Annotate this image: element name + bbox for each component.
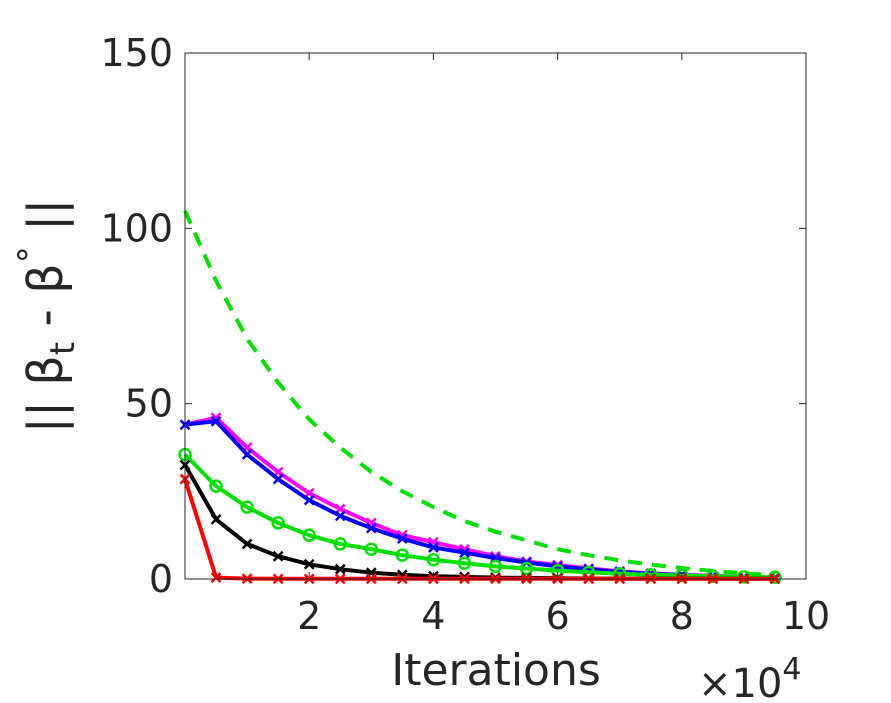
- data-point: [241, 449, 253, 460]
- data-point: [210, 415, 222, 427]
- x-exponent-power: 4: [782, 652, 801, 687]
- data-point: [209, 479, 223, 493]
- x-tick-label: 2: [297, 594, 321, 638]
- data-point: [459, 547, 470, 559]
- y-label-main: || β: [18, 355, 74, 433]
- data-point: [364, 542, 379, 556]
- data-point: [302, 528, 316, 542]
- data-point: [333, 537, 347, 551]
- data-point: [428, 542, 439, 553]
- y-axis-label: || βt - β° ||: [11, 199, 83, 434]
- data-point: [303, 494, 315, 506]
- x-exponent-base: ×10: [698, 661, 782, 703]
- data-point: [519, 561, 534, 576]
- data-point: [303, 558, 315, 570]
- y-tick-label: 50: [125, 382, 173, 426]
- data-point: [272, 473, 284, 485]
- data-point: [241, 538, 253, 550]
- y-label-tail: - β: [18, 263, 74, 341]
- data-point: [334, 563, 346, 575]
- y-tick-label: 150: [100, 31, 173, 75]
- y-label-end: ||: [18, 199, 74, 247]
- data-point: [334, 510, 346, 522]
- x-tick-label: 4: [421, 594, 445, 638]
- data-point: [675, 568, 689, 583]
- data-point: [271, 516, 285, 530]
- plot-area-frame: [184, 52, 807, 580]
- data-point: [426, 552, 441, 567]
- series-1: [183, 209, 776, 578]
- y-label-superscript: °: [11, 246, 51, 263]
- x-tick-label: 10: [782, 594, 830, 638]
- data-point: [396, 533, 408, 545]
- x-tick-label: 8: [670, 594, 694, 638]
- data-point: [210, 572, 222, 583]
- data-point: [706, 569, 720, 583]
- data-point: [210, 514, 222, 525]
- x-tick-label: 6: [546, 594, 570, 638]
- data-point: [240, 500, 254, 514]
- data-point: [395, 548, 410, 562]
- data-point: [457, 556, 472, 570]
- data-point: [272, 550, 284, 562]
- x-axis-label: Iterations: [391, 645, 601, 696]
- y-tick-label: 100: [100, 206, 173, 250]
- y-label-subscript: t: [43, 342, 83, 355]
- x-axis-exponent: ×104: [698, 652, 802, 703]
- data-point: [365, 522, 377, 534]
- data-point: [488, 559, 503, 574]
- series-line: [183, 209, 776, 578]
- y-tick-label: 0: [149, 557, 173, 601]
